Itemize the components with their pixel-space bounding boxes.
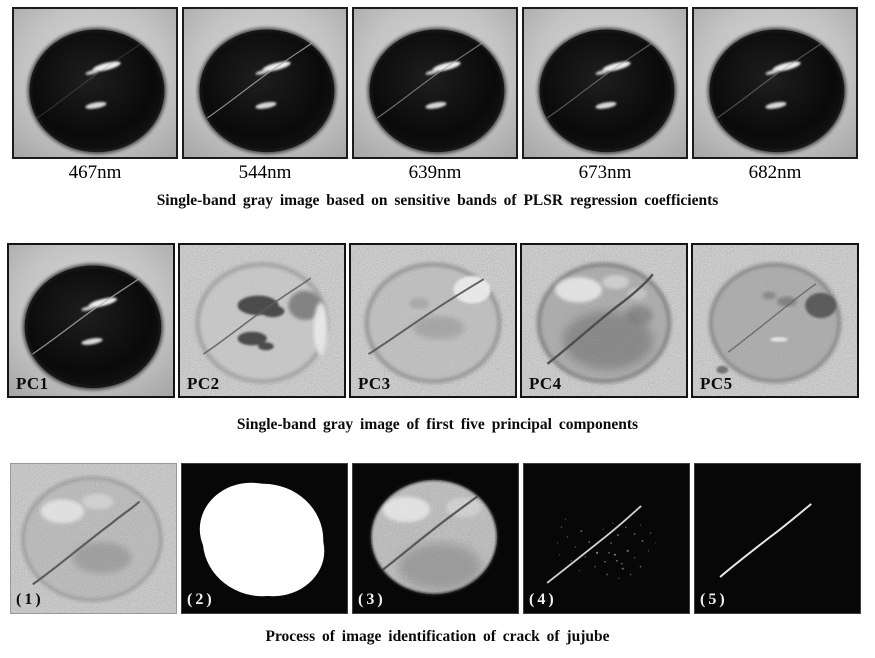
process-image-strip: (1) (2) [10,463,861,614]
band-panel-3 [352,7,518,159]
caption-band-images: Single-band gray image based on sensitiv… [156,192,719,209]
pc4-label: PC4 [529,374,562,393]
pc1-panel: PC1 [7,243,175,398]
process-step4-panel: (4) [523,463,690,614]
band-label-673nm: 673nm [578,162,632,183]
jujube-band-image-467nm [14,9,176,157]
band-label-544nm: 544nm [238,162,292,183]
caption-crack-process: Process of image identification of crack… [265,628,610,645]
process-step4-label: (4) [529,591,557,608]
pc5-label: PC5 [700,374,733,393]
pc5-panel: PC5 [691,243,859,398]
caption-principal-components: Single-band gray image of first five pri… [236,416,639,433]
band-image-strip [12,7,858,159]
band-panel-5 [692,7,858,159]
band-panel-1 [12,7,178,159]
pc3-label: PC3 [358,374,391,393]
pc1-label: PC1 [16,374,49,393]
process-step3-panel: (3) [352,463,519,614]
process-step4-image [524,464,689,613]
pc3-image [351,245,515,396]
process-step1-label: (1) [16,591,44,608]
pc3-panel: PC3 [349,243,517,398]
pc4-image [522,245,686,396]
band-label-row: 467nm 544nm 639nm 673nm 682nm [12,162,858,184]
pc2-panel: PC2 [178,243,346,398]
jujube-band-image-639nm [354,9,516,157]
band-panel-4 [522,7,688,159]
process-step3-label: (3) [358,591,386,608]
pc-image-strip: PC1 PC2 [7,243,859,398]
band-label-467nm: 467nm [68,162,122,183]
process-step2-panel: (2) [181,463,348,614]
jujube-band-image-682nm [694,9,856,157]
process-step5-panel: (5) [694,463,861,614]
pc4-panel: PC4 [520,243,688,398]
pc2-image [180,245,344,396]
process-step1-panel: (1) [10,463,177,614]
pc2-label: PC2 [187,374,220,393]
jujube-band-image-544nm [184,9,346,157]
pc5-image [693,245,857,396]
process-step2-label: (2) [187,591,215,608]
band-label-639nm: 639nm [408,162,462,183]
process-step5-label: (5) [700,591,728,608]
band-label-682nm: 682nm [748,162,802,183]
process-step2-mask-image [182,464,347,613]
process-step5-image [695,464,860,613]
process-step1-image [11,464,176,613]
process-step3-image [353,464,518,613]
band-panel-2 [182,7,348,159]
jujube-band-image-673nm [524,9,686,157]
